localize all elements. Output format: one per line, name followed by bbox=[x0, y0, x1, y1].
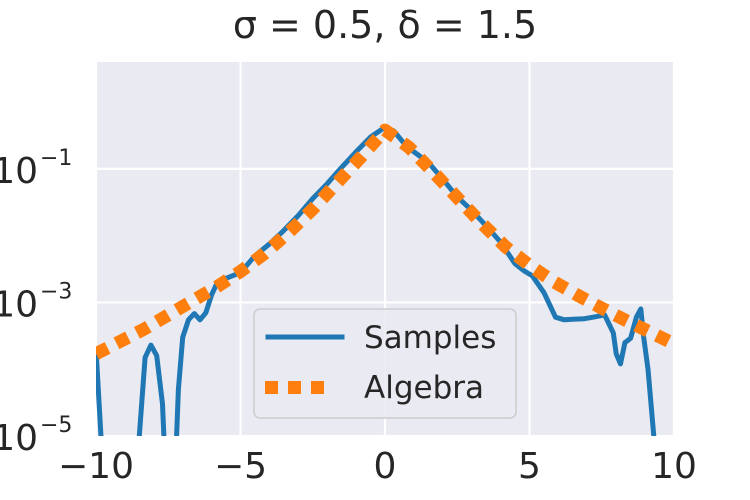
series-algebra-line bbox=[96, 123, 674, 360]
x-tick-label: −10 bbox=[58, 446, 134, 487]
legend-samples-label: Samples bbox=[364, 320, 496, 356]
y-tick-label-base: 10 bbox=[0, 151, 38, 192]
y-tick-label-exponent: −1 bbox=[40, 146, 72, 171]
x-tick-label: 5 bbox=[518, 446, 541, 487]
legend-algebra-label: Algebra bbox=[364, 370, 484, 406]
legend-algebra-swatch-3 bbox=[311, 381, 324, 394]
x-tick-label: 10 bbox=[651, 446, 697, 487]
y-tick-label-exponent: −5 bbox=[40, 413, 72, 438]
legend-algebra-swatch-1 bbox=[265, 381, 278, 394]
y-tick-label-base: 10 bbox=[0, 284, 38, 325]
x-tick-label: −5 bbox=[214, 446, 267, 487]
series-layer bbox=[96, 123, 674, 436]
legend: Samples Algebra bbox=[253, 308, 517, 419]
y-tick-label-exponent: −3 bbox=[40, 279, 72, 304]
x-tick-label: 0 bbox=[374, 446, 397, 487]
legend-algebra-swatch-2 bbox=[288, 381, 301, 394]
y-tick-label-base: 10 bbox=[0, 418, 38, 459]
chart-title: σ = 0.5, δ = 1.5 bbox=[233, 3, 537, 47]
